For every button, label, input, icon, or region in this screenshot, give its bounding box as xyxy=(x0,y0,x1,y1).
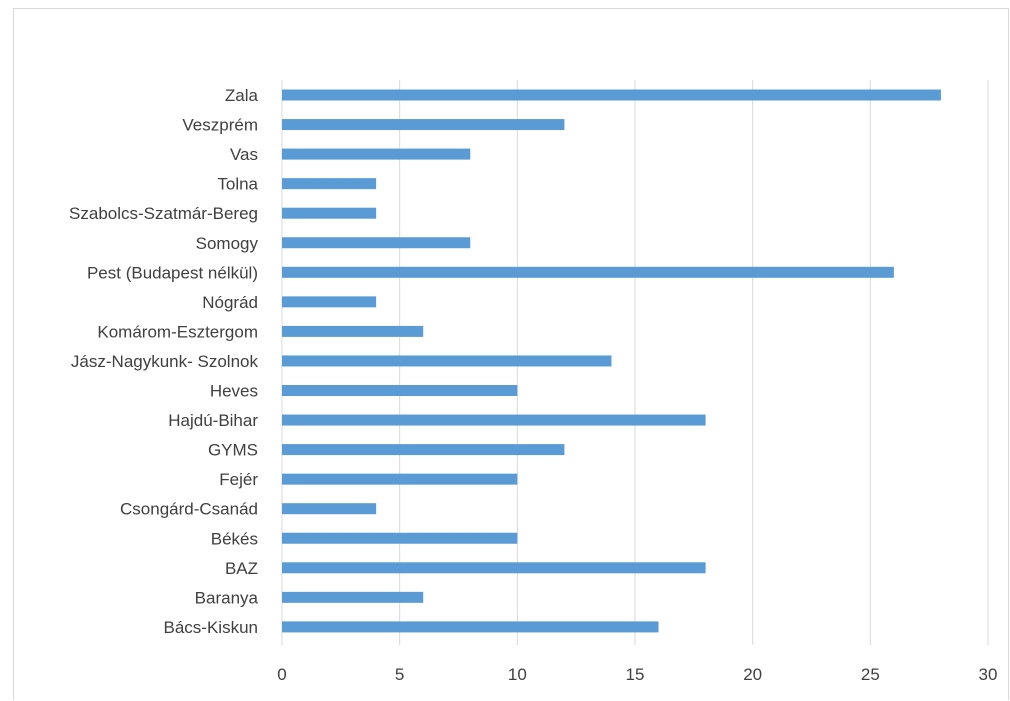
bar-15 xyxy=(282,532,518,544)
category-label: Komárom-Esztergom xyxy=(97,322,258,341)
category-label: GYMS xyxy=(208,441,258,460)
bar-6 xyxy=(282,266,894,278)
bar-2 xyxy=(282,148,471,160)
category-label: Csongárd-Csanád xyxy=(120,500,258,519)
category-label: Nógrád xyxy=(202,293,258,312)
bar-13 xyxy=(282,473,518,485)
x-axis-ticks: 0 5 10 15 20 25 30 xyxy=(277,665,997,684)
bar-8 xyxy=(282,325,424,337)
bar-12 xyxy=(282,444,565,456)
bar-5 xyxy=(282,237,471,249)
x-tick-label: 10 xyxy=(508,665,527,684)
bar-1 xyxy=(282,119,565,131)
category-label: Zala xyxy=(225,86,259,105)
category-label: Hajdú-Bihar xyxy=(168,411,258,430)
category-label: Szabolcs-Szatmár-Bereg xyxy=(69,204,258,223)
bar-layer xyxy=(282,89,941,633)
x-tick-label: 20 xyxy=(743,665,762,684)
category-label: Tolna xyxy=(217,175,258,194)
bar-0 xyxy=(282,89,941,101)
bar-7 xyxy=(282,296,377,308)
category-label: Jász-Nagykunk- Szolnok xyxy=(71,352,259,371)
category-label: Baranya xyxy=(195,588,259,607)
bar-3 xyxy=(282,178,377,190)
chart-frame xyxy=(13,8,1009,700)
category-label: Fejér xyxy=(219,470,258,489)
category-label: Veszprém xyxy=(182,116,258,135)
x-tick-label: 15 xyxy=(626,665,645,684)
category-label: Pest (Budapest nélkül) xyxy=(87,263,258,282)
bar-17 xyxy=(282,591,424,603)
x-tick-label: 0 xyxy=(277,665,286,684)
bar-9 xyxy=(282,355,612,367)
x-tick-label: 5 xyxy=(395,665,404,684)
category-labels: Zala Veszprém Vas Tolna Szabolcs-Szatmár-Ber… xyxy=(69,86,259,637)
category-label: Heves xyxy=(210,382,258,401)
x-tick-label: 25 xyxy=(861,665,880,684)
category-label: Bács-Kiskun xyxy=(164,618,258,637)
bar-14 xyxy=(282,503,377,515)
bar-4 xyxy=(282,207,377,219)
category-label: Vas xyxy=(230,145,258,164)
bar-18 xyxy=(282,621,659,633)
category-label: BAZ xyxy=(225,559,258,578)
x-tick-label: 30 xyxy=(979,665,998,684)
bar-16 xyxy=(282,562,706,574)
category-label: Békés xyxy=(211,529,258,548)
bar-10 xyxy=(282,385,518,396)
bar-11 xyxy=(282,414,706,426)
category-label: Somogy xyxy=(196,234,259,253)
